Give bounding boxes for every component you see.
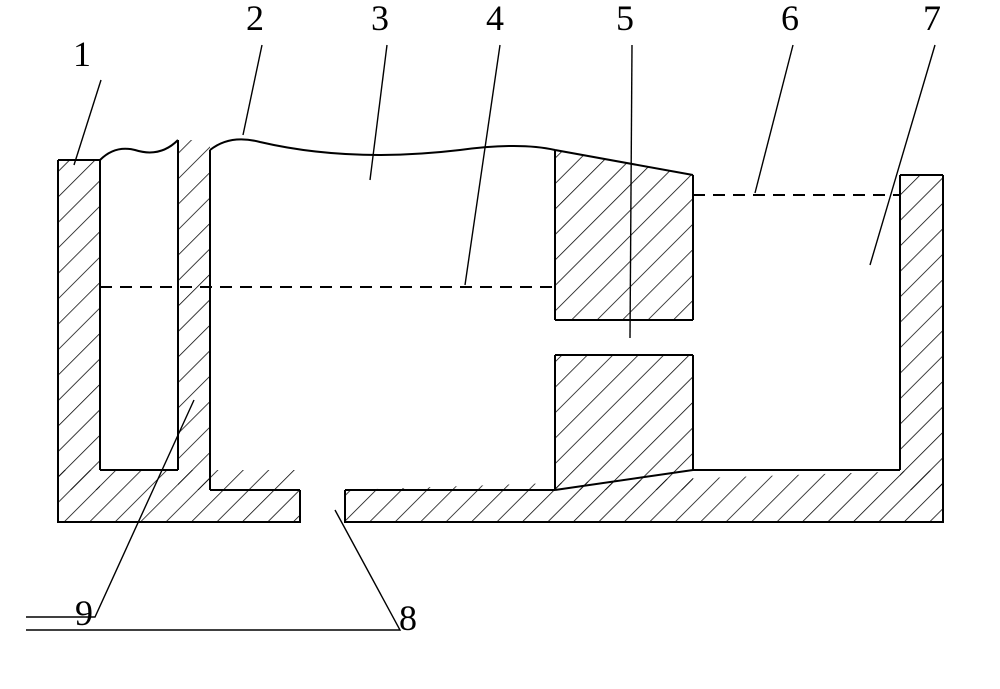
leader-3 <box>370 45 387 180</box>
callout-4: 4 <box>486 0 504 38</box>
leader-2 <box>243 45 262 135</box>
callout-3: 3 <box>371 0 389 38</box>
leader-1 <box>74 80 101 165</box>
callout-2: 2 <box>246 0 264 38</box>
liquid-surface <box>100 140 178 160</box>
callout-9: 9 <box>75 593 93 633</box>
leader-6 <box>755 45 793 193</box>
liquid-surface <box>210 139 555 155</box>
hatch-narrow <box>178 140 210 490</box>
callout-7: 7 <box>923 0 941 38</box>
leader-4 <box>465 45 500 285</box>
hatch-midwall_upper <box>555 150 693 320</box>
diagram: 1 2 3 4 5 6 7 8 9 <box>0 0 1000 689</box>
callout-8: 8 <box>399 598 417 638</box>
hatch-midwall_lower <box>555 355 693 490</box>
callout-5: 5 <box>616 0 634 38</box>
hatch-rightwall <box>900 175 943 490</box>
hatch-leftwall <box>58 160 100 490</box>
hatch-base_a <box>58 470 300 522</box>
callout-1: 1 <box>73 34 91 74</box>
callout-6: 6 <box>781 0 799 38</box>
